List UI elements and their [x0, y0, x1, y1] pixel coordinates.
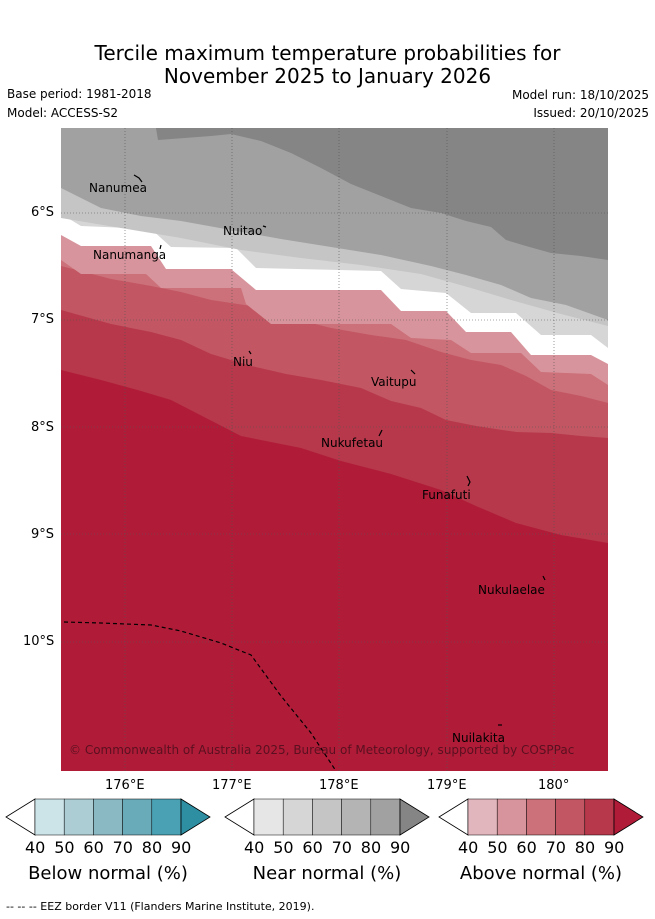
lat-label-9s: 9°S [31, 527, 55, 542]
issued-date: Issued: 20/10/2025 [533, 106, 649, 120]
model-run: Model run: 18/10/2025 [511, 88, 649, 102]
colorbars [5, 798, 644, 836]
lon-label-176e: 176°E [105, 778, 145, 793]
colorbar-tick-label: 40 [25, 838, 46, 857]
place-label-funafuti: Funafuti [422, 488, 471, 502]
colorbar-swatch [93, 798, 123, 836]
lon-label-180: 180° [538, 778, 570, 793]
islands [133, 174, 546, 726]
colorbar-swatch [613, 798, 644, 836]
eez-border [63, 621, 337, 771]
colorbar-swatch [555, 798, 586, 836]
lat-label-6s: 6°S [31, 205, 55, 220]
place-label-nuilakita: Nuilakita [452, 731, 505, 745]
colorbar-swatch [122, 798, 153, 836]
lon-label-177e: 177°E [212, 778, 252, 793]
colorbar-swatch [63, 798, 94, 836]
colorbar-below-normal [5, 798, 211, 836]
graticule [61, 128, 608, 771]
model-name: Model: ACCESS-S2 [7, 106, 119, 120]
colorbar-tick-label: 70 [112, 838, 133, 857]
colorbar-tick-label: 90 [390, 838, 411, 857]
colorbar-tick-label: 60 [83, 838, 104, 857]
map-title-line2: November 2025 to January 2026 [163, 64, 492, 88]
map-panel[interactable]: Nanumea Nuitao Nanumanga Niu Vaitupu Nuk… [61, 128, 608, 771]
colorbar-tick-label: 50 [273, 838, 294, 857]
colorbar-swatch [282, 798, 313, 836]
place-label-nukulaelae: Nukulaelae [478, 583, 545, 597]
lon-label-178e: 178°E [319, 778, 359, 793]
base-period: Base period: 1981-2018 [7, 87, 152, 101]
colorbar-near-title: Near normal (%) [252, 863, 402, 884]
colorbar-swatch [370, 798, 401, 836]
colorbar-swatch [224, 798, 255, 836]
colorbar-swatch [5, 798, 36, 836]
place-label-nuitao: Nuitao [223, 224, 263, 238]
place-label-nanumea: Nanumea [89, 181, 147, 195]
colorbar-tick-label: 40 [458, 838, 479, 857]
colorbar-tick-label: 60 [302, 838, 323, 857]
lat-label-10s: 10°S [23, 634, 55, 649]
colorbar-above-title: Above normal (%) [459, 863, 623, 884]
map-title-line1: Tercile maximum temperature probabilitie… [94, 41, 561, 65]
colorbar-swatch [34, 798, 65, 836]
colorbar-swatch [151, 798, 182, 836]
colorbar-swatch [180, 798, 211, 836]
colorbar-swatch [584, 798, 615, 836]
colorbar-tick-label: 50 [54, 838, 75, 857]
band-near-90 [156, 128, 608, 260]
colorbar-swatch [312, 798, 342, 836]
lat-label-8s: 8°S [31, 420, 55, 435]
place-label-nukufetau: Nukufetau [321, 436, 384, 450]
colorbar-swatch [253, 798, 284, 836]
colorbar-swatch [467, 798, 498, 836]
place-label-nanumanga: Nanumanga [93, 248, 167, 262]
colorbar-tick-label: 70 [545, 838, 566, 857]
colorbar-tick-label: 40 [244, 838, 265, 857]
colorbar-below-title: Below normal (%) [28, 863, 188, 884]
colorbar-above-normal [438, 798, 644, 836]
colorbar-swatch [496, 798, 527, 836]
colorbar-swatch [526, 798, 556, 836]
lon-label-179e: 179°E [427, 778, 467, 793]
colorbar-tick-label: 80 [141, 838, 163, 857]
place-label-vaitupu: Vaitupu [371, 375, 417, 389]
colorbar-tick-label: 90 [604, 838, 625, 857]
colorbar-swatch [399, 798, 430, 836]
eez-legend-footer: -- -- -- EEZ border V11 (Flanders Marine… [6, 900, 315, 913]
colorbar-tick-label: 80 [360, 838, 382, 857]
probability-map[interactable] [61, 128, 608, 771]
colorbar-swatch [438, 798, 469, 836]
colorbar-near-normal [224, 798, 430, 836]
copyright-notice: © Commonwealth of Australia 2025, Bureau… [69, 743, 575, 757]
colorbar-tick-label: 70 [331, 838, 352, 857]
place-label-niu: Niu [233, 355, 253, 369]
colorbar-swatch [341, 798, 372, 836]
colorbar-tick-label: 50 [487, 838, 508, 857]
lat-label-7s: 7°S [31, 312, 55, 327]
colorbar-tick-label: 90 [171, 838, 192, 857]
colorbar-tick-label: 60 [516, 838, 537, 857]
colorbar-tick-label: 80 [574, 838, 596, 857]
